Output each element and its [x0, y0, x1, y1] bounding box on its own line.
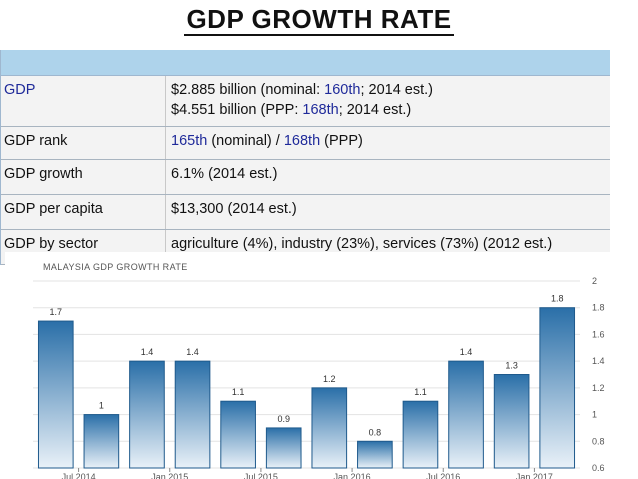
chart-svg: 1.7 1 1.4 1.4 1.1 0.9 1.2 0.8 1.1 1.4 1.3 1.8 0.6 0.… [33, 276, 605, 479]
table-row: GDP rank 165th (nominal) / 168th (PPP) [1, 127, 610, 160]
table-row: GDP growth 6.1% (2014 est.) [1, 160, 610, 195]
chart-title: MALAYSIA GDP GROWTH RATE [43, 262, 188, 272]
row-key: GDP per capita [1, 195, 166, 229]
bar-value-label: 0.8 [369, 427, 382, 437]
bar-value-label: 1.4 [141, 347, 154, 357]
x-tick-label: Jul 2015 [244, 472, 278, 479]
bar-value-label: 1.8 [551, 294, 564, 304]
y-tick-label: 0.8 [592, 436, 605, 446]
y-tick-label: 2 [592, 276, 597, 286]
bar [493, 374, 530, 469]
y-tick-label: 0.6 [592, 463, 605, 473]
bar-value-label: 0.9 [277, 414, 290, 424]
y-tick-label: 1.2 [592, 383, 605, 393]
bar-value-label: 1.3 [505, 361, 518, 371]
bar-value-label: 1.1 [232, 387, 245, 397]
x-tick-label: Jan 2017 [516, 472, 553, 479]
table-row: GDP $2.885 billion (nominal: 160th; 2014… [1, 76, 610, 127]
bar [357, 440, 393, 469]
bar [220, 400, 256, 469]
bar [539, 307, 576, 469]
gdp-info-table: GDP $2.885 billion (nominal: 160th; 2014… [0, 50, 610, 265]
y-tick-label: 1 [592, 410, 597, 420]
bar [83, 414, 120, 469]
bar-value-label: 1.4 [186, 347, 199, 357]
x-tick-label: Jan 2015 [151, 472, 188, 479]
row-key[interactable]: GDP [1, 76, 166, 126]
y-tick-label: 1.4 [592, 356, 605, 366]
gdp-growth-chart: MALAYSIA GDP GROWTH RATE 1.7 1 1.4 1.4 1.1 0.… [5, 252, 638, 479]
bar-value-label: 1.7 [50, 307, 63, 317]
row-key: GDP by sector [1, 230, 166, 264]
row-value: 6.1% (2014 est.) [171, 166, 278, 182]
y-tick-label: 1.6 [592, 329, 605, 339]
rank-link[interactable]: 168th [283, 133, 321, 149]
bar-value-label: 1.4 [460, 347, 473, 357]
rank-link[interactable]: 165th [171, 133, 208, 149]
bar-value-label: 1.2 [323, 374, 336, 384]
bar [174, 360, 211, 469]
rank-link[interactable]: 168th [302, 102, 339, 118]
bar-value-label: 1.1 [414, 387, 427, 397]
bar-value-label: 1 [99, 401, 104, 411]
row-value: $13,300 (2014 est.) [171, 201, 297, 217]
rank-link[interactable]: 160th [324, 82, 361, 98]
x-tick-label: Jan 2016 [334, 472, 371, 479]
bar [402, 400, 439, 469]
row-key: GDP growth [1, 160, 166, 194]
table-row: GDP per capita $13,300 (2014 est.) [1, 195, 610, 230]
x-tick-label: Jul 2014 [62, 472, 96, 479]
bar [311, 387, 348, 469]
row-value: 165th (nominal) / 168th (PPP) [171, 133, 363, 149]
y-tick-label: 1.8 [592, 303, 605, 313]
table-header-bar [1, 50, 610, 76]
bar [37, 320, 74, 469]
row-key: GDP rank [1, 127, 166, 159]
bar [129, 360, 165, 469]
bar [265, 427, 302, 469]
x-tick-label: Jul 2016 [426, 472, 460, 479]
page-title: GDP GROWTH RATE [184, 4, 454, 36]
bar [448, 360, 484, 469]
row-value: $2.885 billion (nominal: 160th; 2014 est… [171, 82, 433, 118]
row-value: agriculture (4%), industry (23%), servic… [171, 236, 553, 252]
